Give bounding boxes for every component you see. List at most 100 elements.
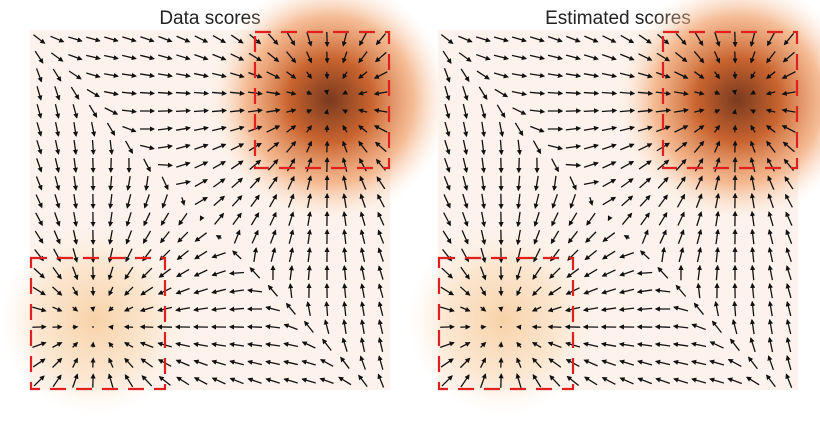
arrow [212,72,227,79]
arrow [161,194,168,209]
arrow [639,177,652,189]
arrow [35,212,43,227]
arrow [144,175,150,191]
arrow [714,124,721,133]
arrow [108,357,114,368]
arrow [249,267,261,279]
arrow [781,125,796,133]
arrow [583,161,599,168]
arrow [72,193,79,209]
arrow [54,86,61,101]
arrow [342,124,348,133]
arrow [475,36,491,43]
arrow [781,71,796,79]
arrow [341,175,348,190]
arrow [108,341,114,348]
arrow [695,175,703,190]
arrow [341,337,348,352]
arrow [514,122,524,137]
arrow [602,196,617,206]
arrow [230,53,245,61]
arrow [357,90,368,96]
arrow [213,195,226,207]
arrow [767,229,774,245]
arrow [480,306,487,312]
arrow [342,140,348,153]
arrow [32,286,46,296]
arrow [459,286,471,296]
arrow [714,109,721,114]
arrow [70,86,80,100]
arrow [228,306,245,312]
arrow [194,161,209,169]
arrow [359,301,366,317]
arrow [50,52,64,62]
arrow [714,210,721,227]
arrow [765,90,776,96]
arrow [68,54,83,61]
arrow [695,193,703,208]
arrow [286,90,297,96]
arrow [785,355,792,371]
arrow [480,286,486,297]
arrow [359,283,366,299]
arrow [175,125,191,132]
arrow [377,193,385,208]
arrow [638,160,652,170]
arrow [211,341,227,348]
arrow [462,175,469,191]
arrow [377,301,384,316]
arrow [443,176,451,191]
arrow [750,71,756,80]
arrow [283,377,298,384]
arrow [623,235,630,240]
arrow [193,359,208,366]
arrow [515,266,522,281]
arrow [72,157,78,173]
arrow [673,305,689,312]
highlight-box [661,30,799,170]
arrow [585,231,597,243]
arrow [458,35,473,43]
arrow [108,286,114,297]
arrow [657,159,670,171]
arrow [565,162,582,168]
arrow [270,247,277,262]
arrow [121,90,138,96]
arrow [586,212,596,226]
arrow [283,341,298,348]
arrow [766,140,776,153]
arrow [157,144,173,150]
arrow [713,300,720,317]
arrow [342,109,348,115]
arrow [359,32,367,47]
arrow [340,356,350,369]
arrow [268,176,278,190]
arrow [566,268,580,278]
arrow [375,33,386,46]
arrow [552,175,558,192]
arrow [103,72,119,79]
arrow [619,359,635,366]
arrow [547,144,564,151]
arrow [265,359,280,366]
arrow [711,320,722,334]
arrow [175,90,192,96]
arrow [301,341,316,349]
arrow [342,89,348,95]
arrow [678,247,685,263]
arrow [696,229,703,245]
arrow [319,377,334,384]
arrow [511,36,527,43]
arrow [359,319,366,335]
arrow [637,377,652,385]
arrow [86,72,101,79]
arrow [498,121,505,138]
arrow [480,193,487,210]
arrow [727,377,743,385]
arrow [547,341,562,349]
arrow [36,140,43,155]
arrow [139,306,154,313]
arrow [583,287,598,295]
arrow [781,108,796,114]
